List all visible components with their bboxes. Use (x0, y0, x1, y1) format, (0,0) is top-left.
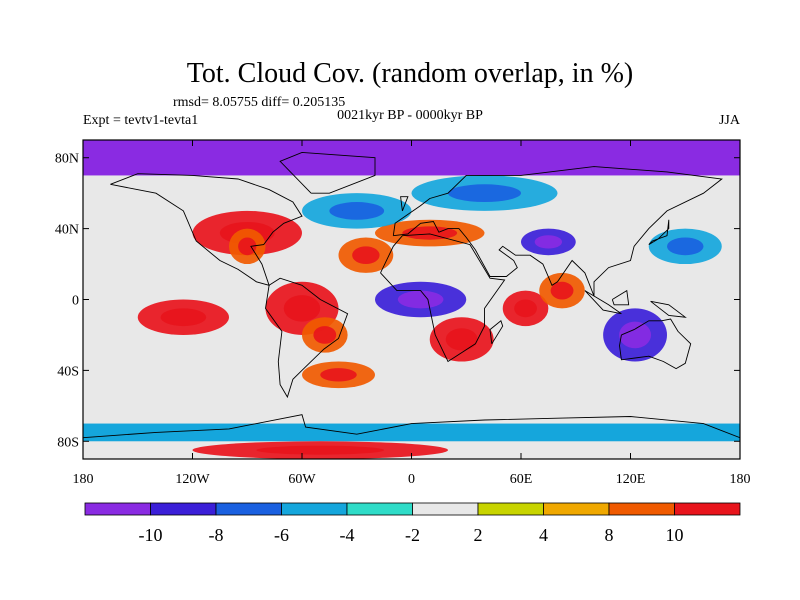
colorbar-label: -6 (274, 525, 289, 545)
coastline (648, 219, 670, 245)
lon-label: 180 (73, 472, 94, 487)
lat-label: 80N (55, 152, 79, 167)
lat-label: 0 (72, 294, 79, 309)
coastlines (83, 151, 740, 439)
colorbar-label: -2 (405, 525, 420, 545)
lat-label: 40N (55, 223, 79, 238)
colorbar-swatch (150, 502, 217, 516)
colorbar-swatch (84, 502, 151, 516)
lon-label: 60E (510, 472, 533, 487)
coastline (611, 289, 630, 306)
coastline (619, 318, 692, 370)
colorbar-label: -4 (340, 525, 355, 545)
lat-label: 40S (57, 364, 79, 379)
coastline (584, 290, 622, 315)
lon-label: 60W (288, 472, 316, 487)
colorbar-label: 10 (666, 525, 684, 545)
colorbar-swatch (477, 502, 544, 516)
colorbar: -10 -8 -6 -4 -2 2 4 8 10 (84, 502, 741, 545)
stats-text: rmsd= 8.05755 diff= 0.205135 (173, 95, 345, 110)
lat-label: 80S (57, 435, 79, 450)
coastline (400, 196, 409, 212)
lon-label: 0 (408, 472, 415, 487)
lon-label: 120W (175, 472, 210, 487)
coastline (279, 151, 376, 194)
colorbar-swatch (281, 502, 348, 516)
map-title: Tot. Cloud Cov. (random overlap, in %) (187, 58, 633, 89)
colorbar-label: -8 (209, 525, 224, 545)
colorbar-label: 2 (474, 525, 483, 545)
coastline (380, 233, 506, 363)
coastline (110, 173, 303, 286)
colorbar-swatch (543, 502, 610, 516)
field-region (83, 423, 740, 442)
lon-label: 120E (616, 472, 646, 487)
colorbar-label: 8 (605, 525, 614, 545)
coastline (83, 414, 740, 439)
coastline (489, 320, 504, 345)
axis-ticks: 80N 40N 0 40S 80S 180 120W 60W 0 60E 120E 180 (55, 140, 751, 487)
colorbar-label: -10 (139, 525, 163, 545)
coastline (392, 166, 723, 297)
lon-label: 180 (730, 472, 751, 487)
colorbar-swatch (215, 502, 282, 516)
colorbar-swatch (608, 502, 675, 516)
period-label: 0021kyr BP - 0000kyr BP (337, 108, 483, 123)
colorbar-swatch (412, 502, 479, 516)
expt-label: Expt = tevtv1-tevta1 (83, 113, 198, 128)
coastline (265, 277, 349, 399)
season-label: JJA (719, 113, 741, 128)
map-panel: 80N 40N 0 40S 80S 180 120W 60W 0 60E 120E 180 (55, 139, 751, 487)
colorbar-swatch (346, 502, 413, 516)
colorbar-label: 4 (539, 525, 548, 545)
coastline (650, 300, 687, 318)
colorbar-swatch (674, 502, 741, 516)
